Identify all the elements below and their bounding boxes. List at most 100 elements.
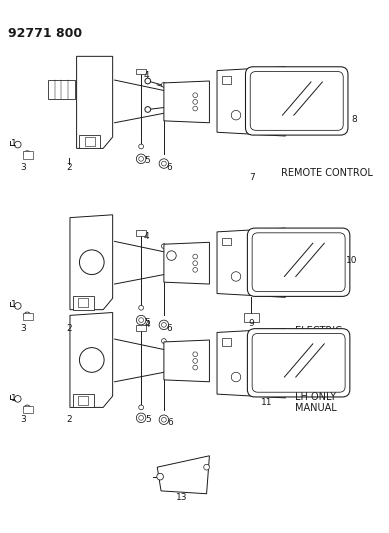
Bar <box>79 298 88 307</box>
Bar <box>73 296 94 310</box>
Polygon shape <box>77 56 113 148</box>
Circle shape <box>137 413 146 423</box>
Circle shape <box>24 405 31 411</box>
Text: 2: 2 <box>66 324 72 333</box>
Circle shape <box>161 161 166 166</box>
Circle shape <box>161 83 166 87</box>
Bar <box>23 312 33 320</box>
Text: 2: 2 <box>66 163 72 172</box>
FancyBboxPatch shape <box>252 333 345 392</box>
Circle shape <box>139 405 144 410</box>
FancyBboxPatch shape <box>250 71 343 131</box>
Circle shape <box>14 395 21 402</box>
Text: 3: 3 <box>21 415 26 424</box>
Circle shape <box>161 338 166 343</box>
Polygon shape <box>157 456 209 494</box>
Polygon shape <box>70 312 113 407</box>
Circle shape <box>193 352 198 357</box>
Circle shape <box>145 78 151 84</box>
Text: 1: 1 <box>11 139 17 148</box>
Polygon shape <box>217 67 286 136</box>
Bar <box>222 76 231 84</box>
Circle shape <box>193 93 198 98</box>
Text: LH ONLY
MANUAL: LH ONLY MANUAL <box>295 392 336 414</box>
Circle shape <box>193 268 198 272</box>
Circle shape <box>137 154 146 164</box>
Circle shape <box>204 464 209 470</box>
Text: 6: 6 <box>168 418 173 427</box>
Circle shape <box>139 305 144 310</box>
Circle shape <box>161 417 166 422</box>
FancyBboxPatch shape <box>252 233 345 292</box>
Text: 2: 2 <box>66 415 72 424</box>
Circle shape <box>139 144 144 149</box>
Text: 6: 6 <box>167 163 172 172</box>
Text: 4: 4 <box>145 320 151 329</box>
Circle shape <box>193 254 198 259</box>
Polygon shape <box>164 243 209 284</box>
Text: 1: 1 <box>11 301 17 310</box>
FancyBboxPatch shape <box>247 228 350 296</box>
Circle shape <box>159 415 169 424</box>
Bar <box>23 406 33 413</box>
Bar <box>23 151 33 159</box>
Circle shape <box>157 473 163 480</box>
Circle shape <box>193 261 198 265</box>
Text: 8: 8 <box>352 116 357 124</box>
Bar <box>244 312 259 322</box>
Bar <box>137 325 146 330</box>
FancyBboxPatch shape <box>247 329 350 397</box>
Bar <box>222 338 231 346</box>
Text: 92771 800: 92771 800 <box>8 27 82 40</box>
FancyBboxPatch shape <box>245 67 348 135</box>
Bar <box>85 137 95 146</box>
Circle shape <box>161 322 166 327</box>
Polygon shape <box>164 340 209 382</box>
Circle shape <box>24 151 31 157</box>
Text: ELECTRIC: ELECTRIC <box>295 327 342 336</box>
Circle shape <box>139 157 144 161</box>
Text: 5: 5 <box>144 156 150 165</box>
Text: 13: 13 <box>176 493 187 502</box>
Bar <box>137 69 146 75</box>
Text: 9: 9 <box>248 319 254 328</box>
Polygon shape <box>70 215 113 310</box>
Circle shape <box>159 159 169 168</box>
Text: 5: 5 <box>144 318 150 327</box>
Text: 6: 6 <box>167 324 172 333</box>
Circle shape <box>161 244 166 248</box>
Bar <box>222 238 231 245</box>
Bar <box>79 135 100 148</box>
Text: 5: 5 <box>145 415 151 424</box>
Text: 12: 12 <box>325 363 336 372</box>
Circle shape <box>145 107 151 112</box>
Circle shape <box>193 365 198 370</box>
Circle shape <box>24 312 31 319</box>
Text: 10: 10 <box>346 256 357 265</box>
Circle shape <box>79 250 104 274</box>
Circle shape <box>231 110 241 120</box>
Polygon shape <box>164 81 209 123</box>
Polygon shape <box>217 228 286 297</box>
Text: 4: 4 <box>144 71 150 80</box>
Circle shape <box>231 272 241 281</box>
Circle shape <box>14 303 21 309</box>
Circle shape <box>137 316 146 325</box>
Circle shape <box>139 415 144 420</box>
Bar <box>137 230 146 236</box>
Text: REMOTE CONTROL: REMOTE CONTROL <box>280 168 373 178</box>
Circle shape <box>14 141 21 148</box>
Circle shape <box>193 106 198 111</box>
Text: 3: 3 <box>21 324 26 333</box>
Circle shape <box>139 318 144 322</box>
Polygon shape <box>217 329 286 398</box>
Text: 1: 1 <box>11 394 17 403</box>
Circle shape <box>193 100 198 104</box>
Circle shape <box>193 359 198 364</box>
Bar <box>73 394 94 407</box>
Text: 4: 4 <box>144 232 150 241</box>
Bar <box>79 396 88 405</box>
Text: 7: 7 <box>249 173 255 182</box>
Bar <box>48 80 75 99</box>
Circle shape <box>167 251 176 260</box>
